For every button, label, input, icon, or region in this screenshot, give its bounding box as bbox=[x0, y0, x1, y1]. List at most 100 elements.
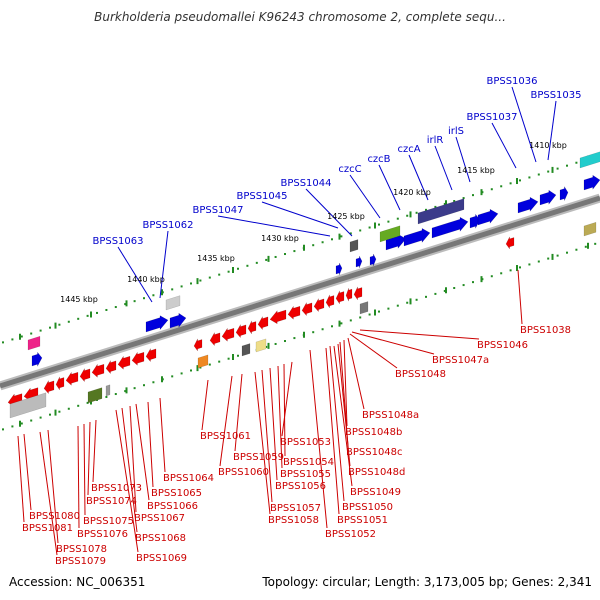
reverse-gene-label[interactable]: BPSS1050 bbox=[342, 502, 393, 513]
reverse-gene-arrow[interactable] bbox=[105, 359, 117, 375]
reverse-gene-label[interactable]: BPSS1055 bbox=[280, 469, 331, 480]
forward-gene-arrow[interactable] bbox=[559, 185, 569, 201]
reverse-gene-label[interactable]: BPSS1065 bbox=[151, 488, 202, 499]
reverse-gene-label[interactable]: BPSS1057 bbox=[270, 503, 321, 514]
reverse-gene-label[interactable]: BPSS1056 bbox=[275, 481, 326, 492]
forward-gene-arrow[interactable] bbox=[369, 253, 377, 267]
forward-gene-arrow[interactable] bbox=[583, 174, 600, 191]
reverse-gene-arrow[interactable] bbox=[313, 297, 325, 313]
forward-gene-label[interactable]: BPSS1045 bbox=[236, 191, 287, 202]
misc-feature-box[interactable] bbox=[579, 151, 600, 169]
forward-gene-label[interactable]: czcC bbox=[338, 164, 361, 175]
misc-feature-box[interactable] bbox=[197, 354, 209, 369]
reverse-gene-label[interactable]: BPSS1052 bbox=[325, 529, 376, 540]
forward-gene-label[interactable]: BPSS1063 bbox=[92, 236, 143, 247]
reverse-gene-label[interactable]: BPSS1053 bbox=[280, 437, 331, 448]
misc-feature-box[interactable] bbox=[255, 338, 267, 353]
reverse-gene-label[interactable]: BPSS1075 bbox=[83, 516, 134, 527]
reverse-gene-arrow[interactable] bbox=[345, 288, 353, 302]
forward-gene-label[interactable]: irlS bbox=[448, 126, 464, 137]
reverse-gene-label[interactable]: BPSS1067 bbox=[134, 513, 185, 524]
misc-feature-box[interactable] bbox=[583, 221, 597, 237]
reverse-gene-label[interactable]: BPSS1068 bbox=[135, 533, 186, 544]
reverse-gene-arrow[interactable] bbox=[91, 363, 105, 378]
forward-gene-arrow[interactable] bbox=[335, 262, 343, 276]
forward-gene-label[interactable]: BPSS1047 bbox=[192, 205, 243, 216]
reverse-gene-arrow[interactable] bbox=[235, 323, 247, 339]
forward-gene-arrow[interactable] bbox=[169, 312, 187, 329]
reverse-gene-label[interactable]: BPSS1048b bbox=[345, 427, 402, 438]
reverse-gene-label[interactable]: BPSS1073 bbox=[91, 483, 142, 494]
forward-gene-arrow[interactable] bbox=[477, 208, 499, 226]
reverse-gene-arrow[interactable] bbox=[247, 320, 257, 335]
forward-gene-label[interactable]: czcA bbox=[397, 144, 420, 155]
forward-gene-arrow[interactable] bbox=[403, 227, 431, 247]
reverse-gene-arrow[interactable] bbox=[79, 367, 91, 383]
reverse-gene-arrow[interactable] bbox=[505, 236, 515, 250]
reverse-gene-arrow[interactable] bbox=[325, 294, 335, 309]
reverse-gene-label[interactable]: BPSS1081 bbox=[22, 523, 73, 534]
reverse-gene-arrow[interactable] bbox=[65, 371, 79, 386]
forward-gene-label[interactable]: BPSS1036 bbox=[486, 76, 537, 87]
forward-gene-label[interactable]: BPSS1044 bbox=[280, 178, 331, 189]
reverse-gene-arrow[interactable] bbox=[269, 309, 287, 325]
reverse-gene-label[interactable]: BPSS1048a bbox=[362, 410, 419, 421]
forward-gene-arrow[interactable] bbox=[145, 315, 169, 333]
operon-box[interactable] bbox=[379, 225, 401, 243]
reverse-gene-label[interactable]: BPSS1078 bbox=[56, 544, 107, 555]
reverse-gene-label[interactable]: BPSS1051 bbox=[337, 515, 388, 526]
reverse-gene-label[interactable]: BPSS1048 bbox=[395, 369, 446, 380]
reverse-gene-arrow[interactable] bbox=[257, 315, 269, 331]
reverse-gene-label[interactable]: BPSS1058 bbox=[268, 515, 319, 526]
misc-feature-box[interactable] bbox=[27, 335, 41, 351]
forward-gene-label[interactable]: irlR bbox=[427, 135, 444, 146]
reverse-gene-arrow[interactable] bbox=[209, 331, 221, 347]
reverse-gene-arrow[interactable] bbox=[193, 338, 203, 352]
reverse-gene-label[interactable]: BPSS1049 bbox=[350, 487, 401, 498]
reverse-gene-label[interactable]: BPSS1054 bbox=[283, 457, 334, 468]
misc-feature-box[interactable] bbox=[359, 301, 369, 315]
reverse-gene-label[interactable]: BPSS1047a bbox=[432, 355, 489, 366]
forward-gene-arrow[interactable] bbox=[539, 189, 557, 206]
reverse-gene-arrow[interactable] bbox=[117, 355, 131, 370]
reverse-gene-arrow[interactable] bbox=[353, 286, 363, 301]
reverse-gene-arrow[interactable] bbox=[43, 379, 55, 395]
reverse-gene-arrow[interactable] bbox=[145, 347, 157, 363]
reverse-gene-arrow[interactable] bbox=[131, 351, 145, 366]
misc-feature-box[interactable] bbox=[9, 392, 47, 419]
reverse-gene-label[interactable]: BPSS1061 bbox=[200, 431, 251, 442]
forward-gene-label[interactable]: czcB bbox=[367, 154, 390, 165]
reverse-gene-label[interactable]: BPSS1059 bbox=[233, 452, 284, 463]
reverse-gene-arrow[interactable] bbox=[55, 376, 65, 391]
misc-feature-box[interactable] bbox=[105, 384, 111, 397]
reverse-gene-label[interactable]: BPSS1046 bbox=[477, 340, 528, 351]
reverse-gene-label[interactable]: BPSS1060 bbox=[218, 467, 269, 478]
forward-gene-arrow[interactable] bbox=[517, 196, 539, 214]
reverse-gene-label[interactable]: BPSS1076 bbox=[77, 529, 128, 540]
forward-gene-arrow[interactable] bbox=[355, 255, 363, 269]
reverse-gene-arrow[interactable] bbox=[287, 305, 301, 320]
reverse-gene-label[interactable]: BPSS1079 bbox=[55, 556, 106, 567]
reverse-gene-arrow[interactable] bbox=[301, 301, 313, 317]
operon-box[interactable] bbox=[417, 198, 465, 225]
reverse-gene-label[interactable]: BPSS1080 bbox=[29, 511, 80, 522]
forward-gene-arrow[interactable] bbox=[31, 351, 43, 367]
reverse-gene-arrow[interactable] bbox=[335, 290, 345, 305]
forward-gene-label[interactable]: BPSS1037 bbox=[466, 112, 517, 123]
forward-gene-label[interactable]: BPSS1062 bbox=[142, 220, 193, 231]
reverse-gene-label[interactable]: BPSS1074 bbox=[86, 496, 137, 507]
forward-gene-arrow[interactable] bbox=[469, 213, 481, 229]
reverse-gene-arrow[interactable] bbox=[221, 327, 235, 342]
forward-gene-arrow[interactable] bbox=[431, 216, 469, 239]
forward-gene-label[interactable]: BPSS1035 bbox=[530, 90, 581, 101]
reverse-gene-label[interactable]: BPSS1048c bbox=[346, 447, 403, 458]
reverse-gene-label[interactable]: BPSS1038 bbox=[520, 325, 571, 336]
reverse-gene-label[interactable]: BPSS1048d bbox=[348, 467, 405, 478]
reverse-gene-label[interactable]: BPSS1066 bbox=[147, 501, 198, 512]
misc-feature-box[interactable] bbox=[241, 343, 251, 357]
reverse-gene-label[interactable]: BPSS1069 bbox=[136, 553, 187, 564]
reverse-gene-label[interactable]: BPSS1064 bbox=[163, 473, 214, 484]
features[interactable] bbox=[7, 151, 600, 419]
